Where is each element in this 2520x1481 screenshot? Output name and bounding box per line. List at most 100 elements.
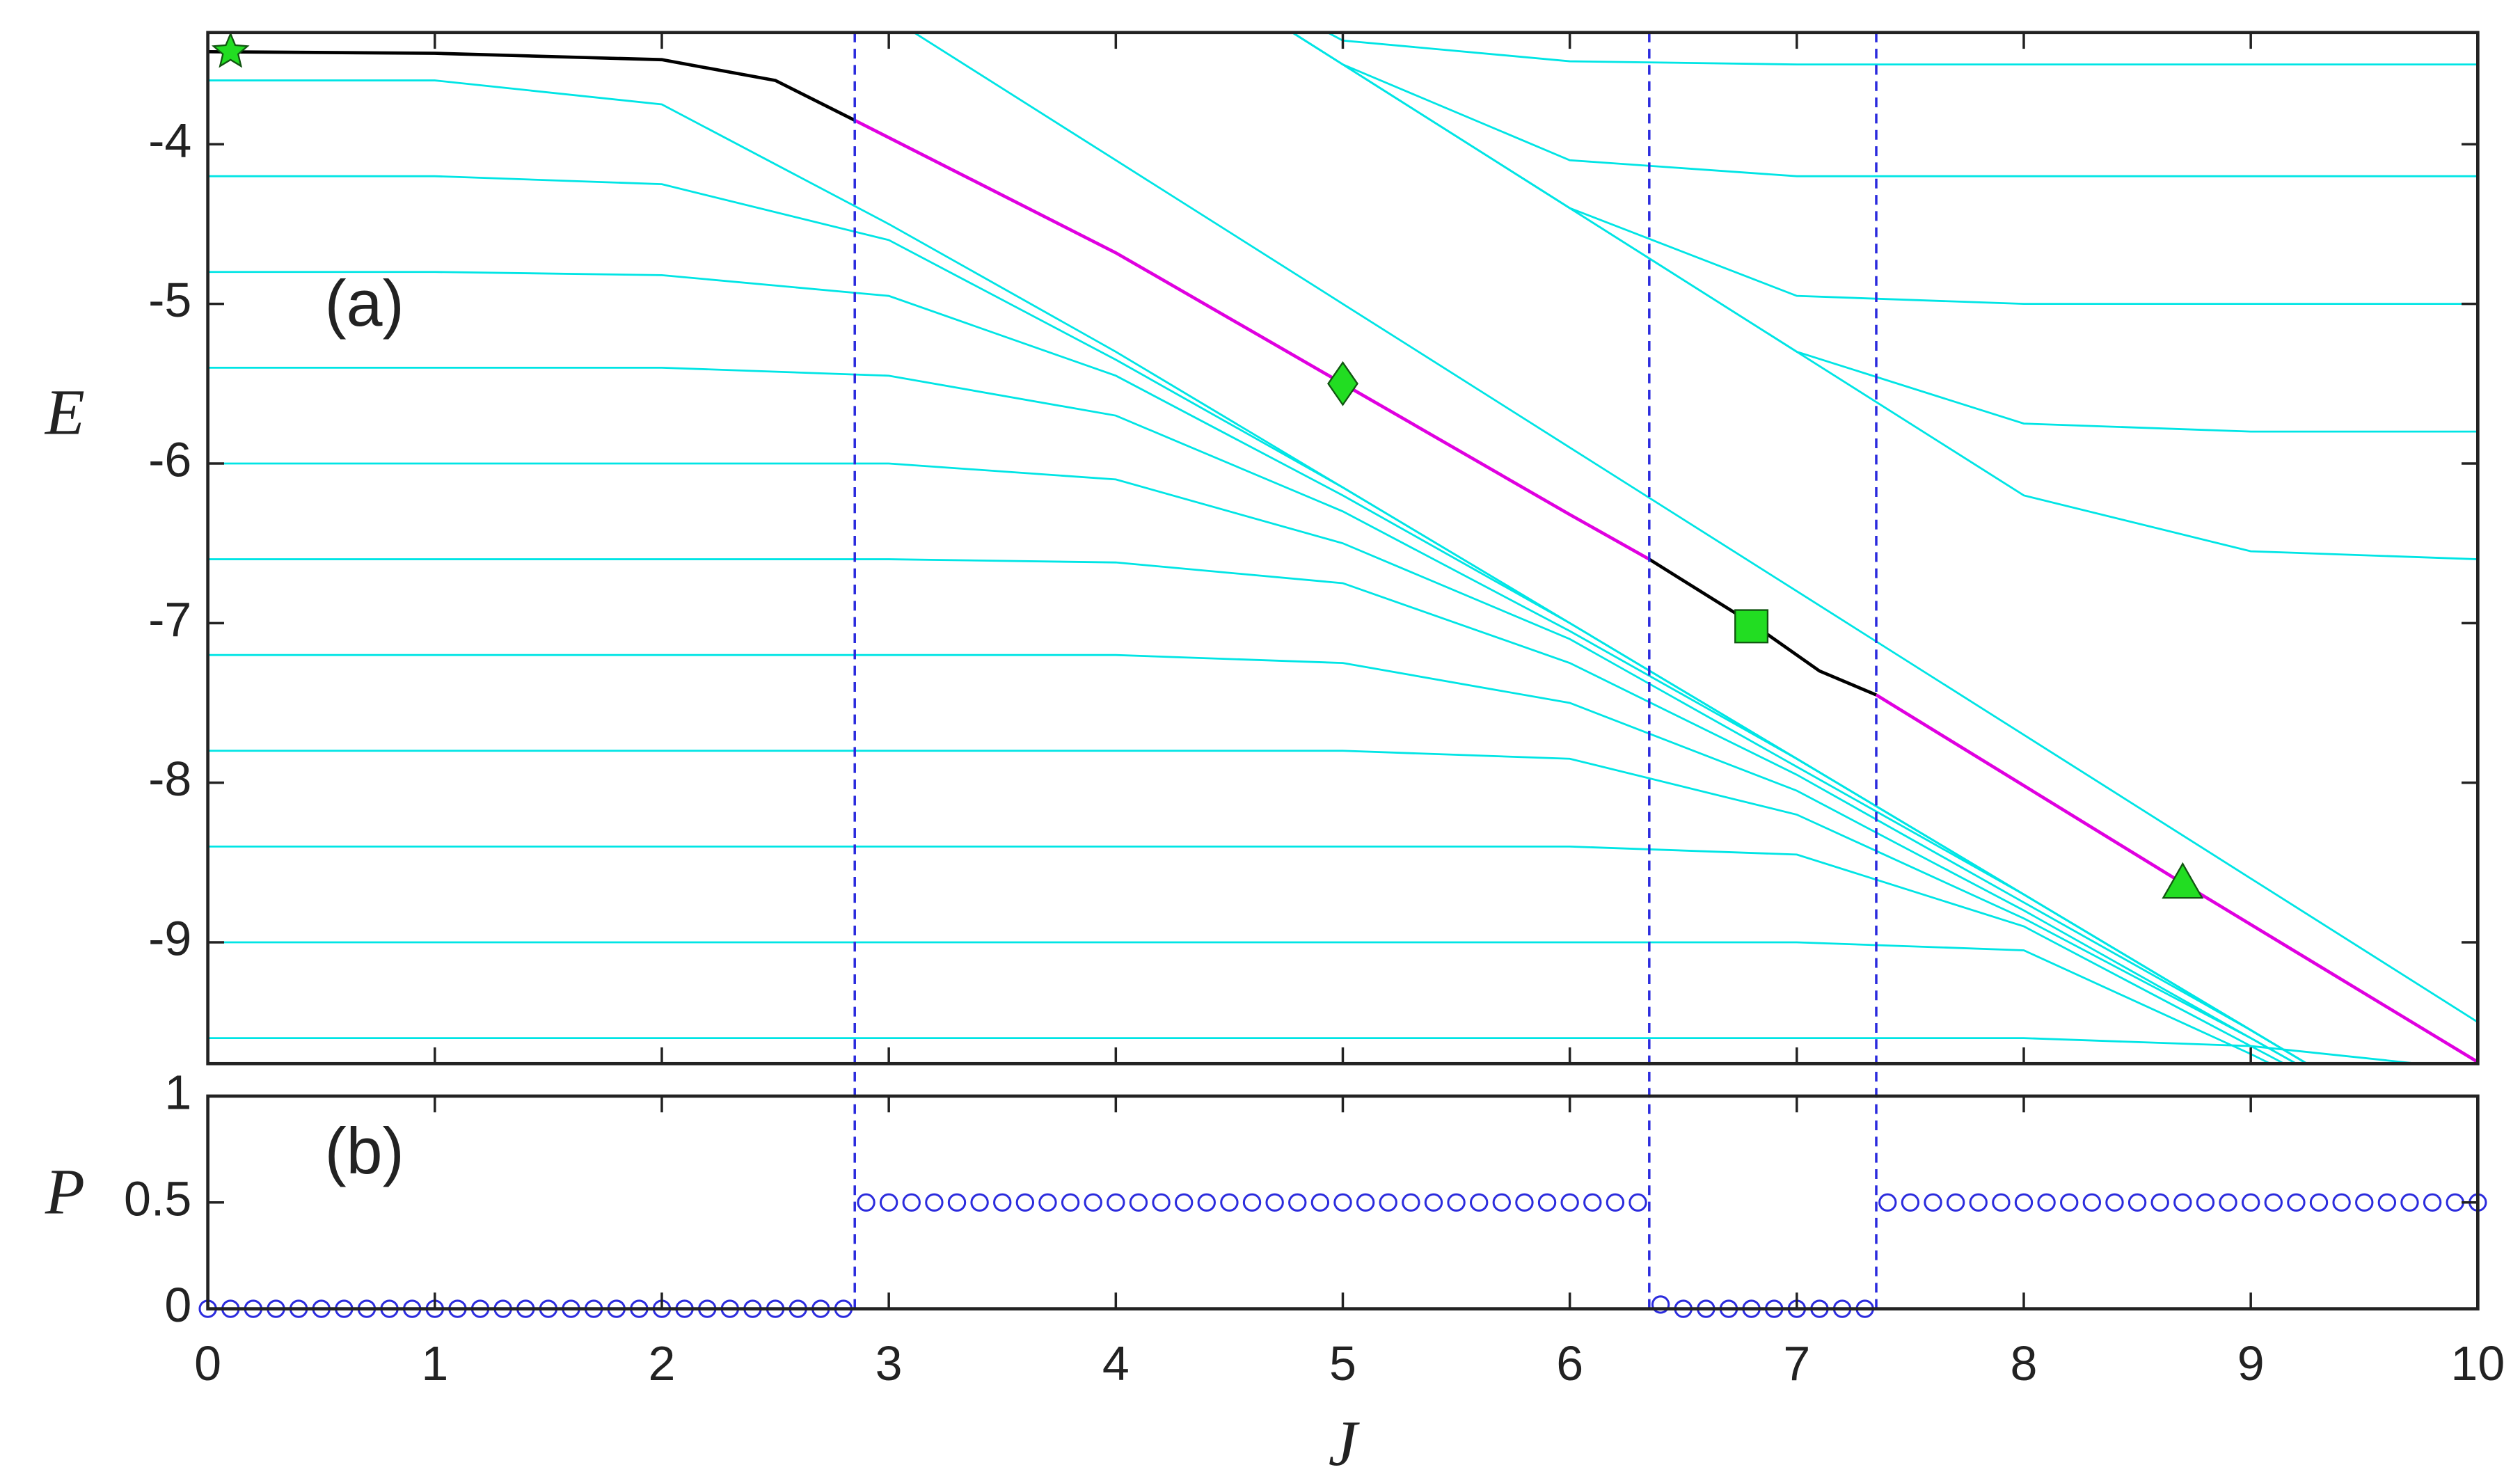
y-tick-label: -9	[148, 911, 191, 965]
curve	[207, 462, 2309, 1064]
curve	[912, 32, 2478, 1023]
point	[1356, 1193, 1375, 1212]
point	[1152, 1193, 1171, 1212]
point	[2014, 1193, 2034, 1212]
point	[2150, 1193, 2169, 1212]
point	[2264, 1193, 2283, 1212]
x-tick-label: 0	[194, 1336, 221, 1391]
point	[1402, 1193, 1420, 1212]
point	[2037, 1193, 2056, 1212]
point	[1288, 1193, 1307, 1212]
point	[2196, 1193, 2215, 1212]
point	[1583, 1193, 1602, 1212]
y-tick-label: 0	[164, 1278, 191, 1332]
point	[1333, 1193, 1352, 1212]
point	[2355, 1193, 2374, 1212]
point	[1992, 1193, 2011, 1212]
point	[2105, 1193, 2124, 1212]
y-tick-label: -4	[148, 113, 191, 168]
point	[1470, 1193, 1489, 1212]
point	[1061, 1193, 1080, 1212]
point	[2423, 1193, 2442, 1212]
point	[1492, 1193, 1511, 1212]
x-tick-label: 10	[2450, 1336, 2505, 1391]
point	[1084, 1193, 1102, 1212]
curve	[207, 558, 2309, 1064]
plot-frame	[206, 1094, 2480, 1310]
point	[1924, 1193, 1942, 1212]
panel-label: (b)	[325, 1115, 404, 1187]
x-tick-label: 7	[1783, 1336, 1810, 1391]
y-tick-label: -8	[148, 752, 191, 806]
point	[1946, 1193, 1965, 1212]
point	[2219, 1193, 2237, 1212]
panel-a-plot	[207, 32, 2478, 1064]
curve	[207, 654, 2299, 1064]
point	[857, 1193, 875, 1212]
point	[1242, 1193, 1262, 1212]
point	[993, 1193, 1012, 1212]
y-axis-label: P	[45, 1156, 85, 1228]
point	[879, 1193, 898, 1212]
y-axis-label: E	[44, 377, 85, 448]
x-tick-label: 8	[2011, 1336, 2038, 1391]
marker-diamond	[1327, 361, 1358, 406]
point	[2309, 1193, 2329, 1212]
marker-triangle	[2162, 862, 2204, 899]
x-tick-label: 4	[1102, 1336, 1130, 1391]
point	[1537, 1193, 1557, 1212]
point	[1651, 1295, 1670, 1314]
point	[1129, 1193, 1148, 1212]
y-tick-label: -6	[148, 432, 191, 486]
point	[1447, 1193, 1466, 1212]
point	[1629, 1193, 1647, 1212]
curve	[207, 49, 856, 122]
point	[1015, 1193, 1035, 1212]
x-tick-label: 6	[1556, 1336, 1583, 1391]
point	[2400, 1193, 2419, 1212]
x-tick-label: 5	[1329, 1336, 1356, 1391]
point	[2127, 1193, 2147, 1212]
x-tick-label: 1	[421, 1336, 448, 1391]
curve	[207, 845, 2287, 1064]
y-tick-label: 1	[164, 1065, 191, 1119]
point	[1197, 1193, 1216, 1212]
point	[1265, 1193, 1284, 1212]
point	[1969, 1193, 1988, 1212]
point	[947, 1193, 967, 1212]
point	[1310, 1193, 1330, 1212]
curve	[854, 118, 1650, 561]
curve	[207, 1037, 2427, 1064]
point	[1174, 1193, 1194, 1212]
point	[1515, 1193, 1534, 1212]
x-tick-label: 2	[649, 1336, 676, 1391]
point	[2082, 1193, 2102, 1212]
point	[2241, 1193, 2260, 1212]
point	[1424, 1193, 1443, 1212]
point	[1606, 1193, 1625, 1212]
x-axis-label: J	[1329, 1408, 1361, 1480]
curve	[1290, 32, 2478, 560]
point	[1038, 1193, 1057, 1212]
point	[1878, 1193, 1897, 1212]
curve	[1648, 557, 1877, 697]
point	[970, 1193, 989, 1212]
curve	[207, 750, 2299, 1064]
point	[1560, 1193, 1579, 1212]
point	[2377, 1193, 2397, 1212]
point	[902, 1193, 921, 1212]
y-tick-label: -7	[148, 592, 191, 647]
point	[1901, 1193, 1920, 1212]
curve	[1290, 32, 2478, 177]
point	[2287, 1193, 2306, 1212]
curve	[207, 175, 2309, 1064]
point	[925, 1193, 944, 1212]
marker-square	[1734, 609, 1769, 644]
x-tick-label: 9	[2237, 1336, 2265, 1391]
point	[1107, 1193, 1125, 1212]
marker-star	[211, 31, 250, 68]
point	[1379, 1193, 1397, 1212]
point	[2060, 1193, 2079, 1212]
curve	[207, 941, 2273, 1064]
